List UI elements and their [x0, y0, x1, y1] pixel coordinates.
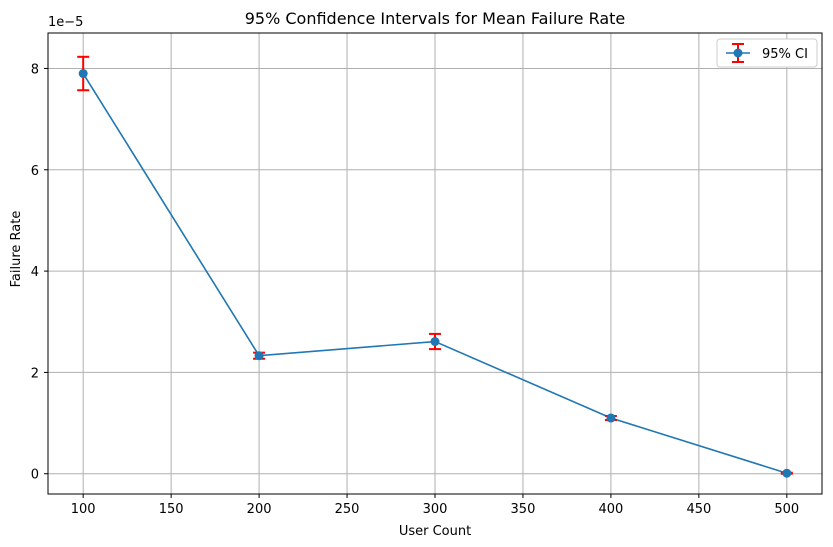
x-tick-label: 450 — [686, 502, 711, 517]
x-tick-label: 300 — [423, 502, 448, 517]
data-point — [254, 351, 264, 361]
y-tick-label: 6 — [31, 164, 39, 179]
x-tick-label: 200 — [247, 502, 272, 517]
data-point — [782, 468, 792, 478]
y-tick-label: 4 — [31, 265, 39, 280]
legend-label-ci: 95% CI — [762, 47, 808, 62]
chart-title: 95% Confidence Intervals for Mean Failur… — [245, 9, 626, 28]
x-tick-label: 250 — [335, 502, 360, 517]
y-axis-title: Failure Rate — [9, 211, 24, 288]
x-axis-title: User Count — [399, 524, 471, 539]
legend: 95% CI — [716, 38, 818, 68]
legend-frame — [716, 38, 818, 68]
data-point — [606, 413, 616, 423]
data-point — [78, 69, 88, 79]
x-tick-label: 100 — [71, 502, 96, 517]
x-tick-label: 400 — [598, 502, 623, 517]
y-axis-offset-label: 1e−5 — [48, 15, 83, 30]
plot-area: 100 150 200 250 300 350 400 450 500 0 2 4 6 8 — [31, 32, 823, 517]
y-tick-label: 8 — [31, 62, 39, 77]
x-tick-label: 150 — [159, 502, 184, 517]
legend-marker — [726, 43, 750, 63]
data-point — [430, 337, 440, 347]
x-tick-label: 350 — [511, 502, 536, 517]
x-tick-label: 500 — [774, 502, 799, 517]
y-tick-label: 0 — [31, 468, 39, 483]
y-tick-label: 2 — [31, 366, 39, 381]
